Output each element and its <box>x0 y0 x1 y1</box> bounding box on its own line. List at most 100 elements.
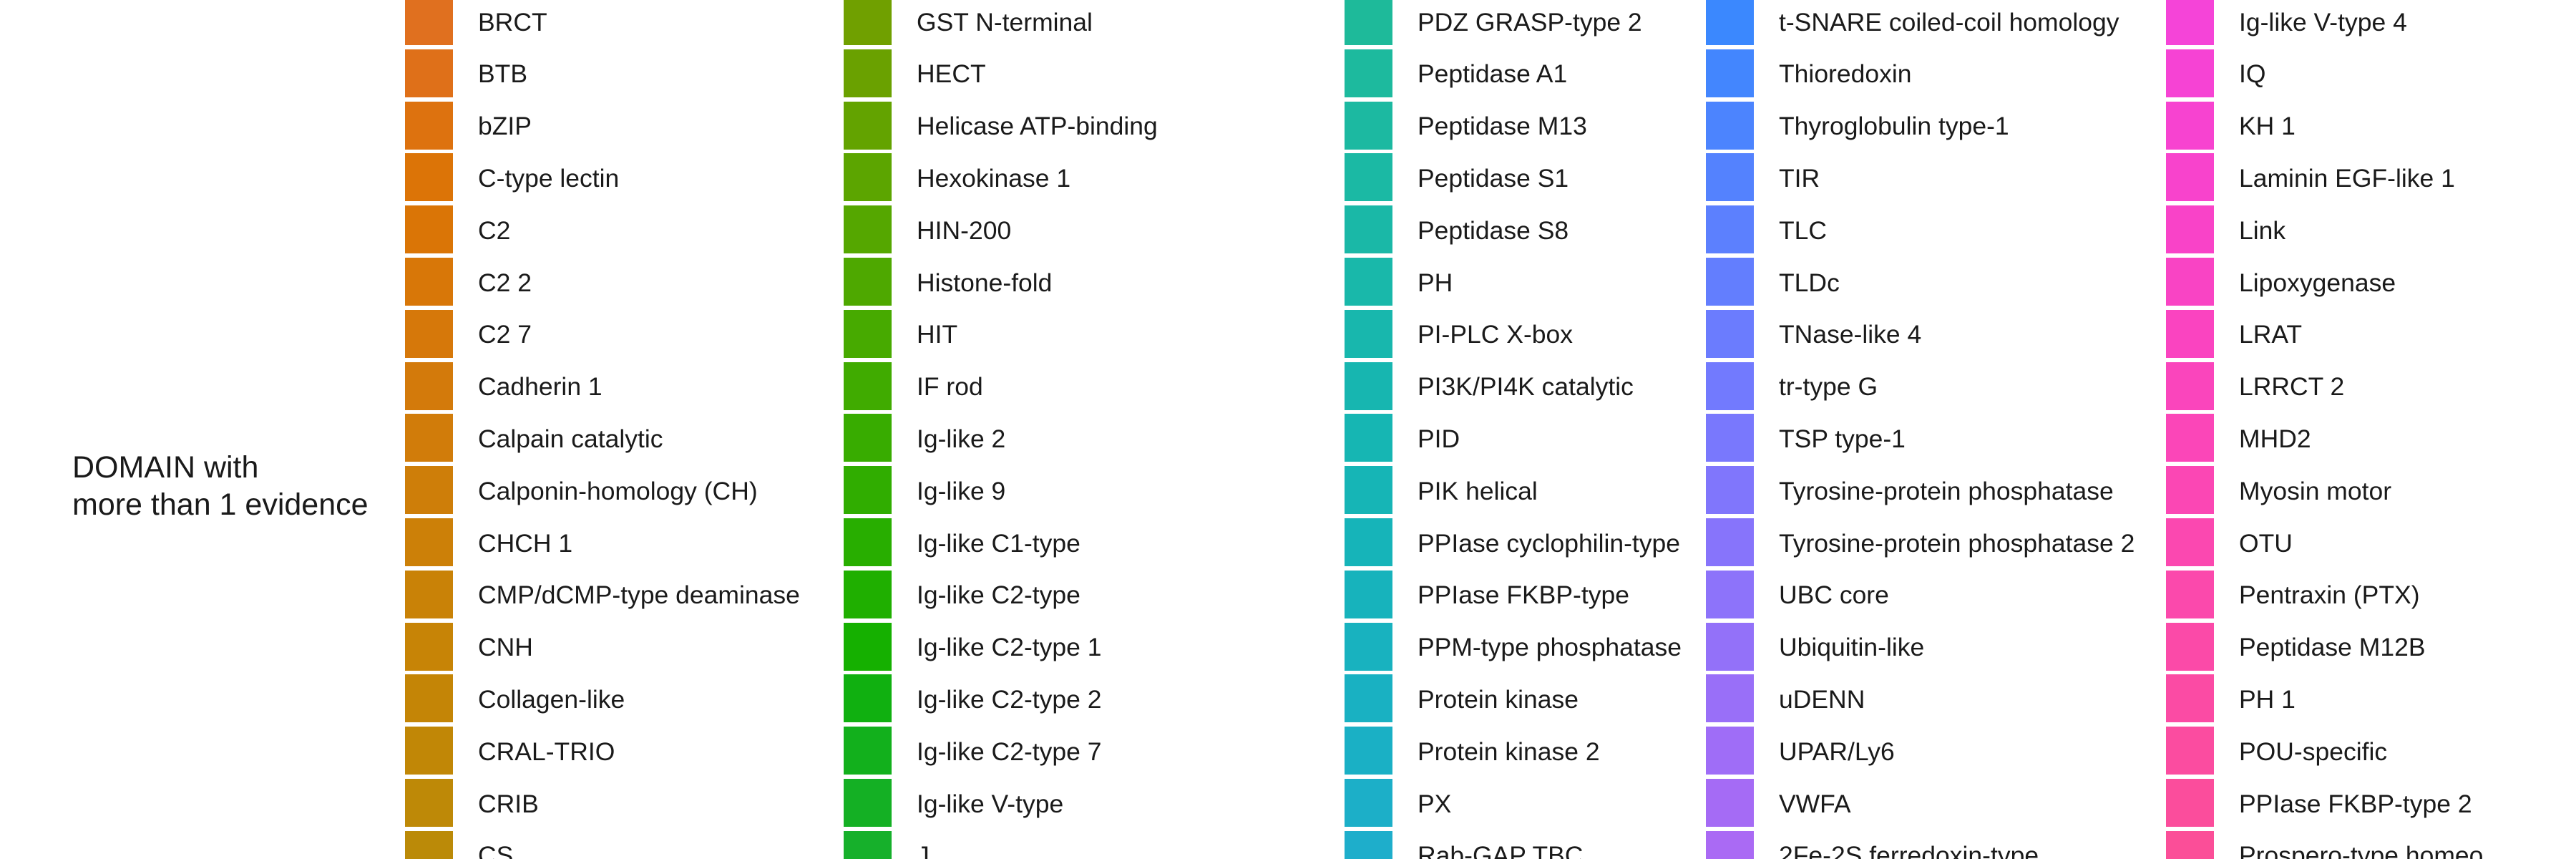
legend-label: Calponin-homology (CH) <box>478 476 758 505</box>
legend-key <box>405 205 453 254</box>
legend-label: tr-type G <box>1779 372 1878 402</box>
legend-label: Ig-like 2 <box>917 424 1006 453</box>
legend-key <box>844 570 892 618</box>
legend-label: IQ <box>2239 59 2266 89</box>
legend-label: KH 1 <box>2239 112 2296 141</box>
legend-label: Ubiquitin-like <box>1779 633 1925 662</box>
legend-label: C2 2 <box>478 268 532 297</box>
legend-label: TLDc <box>1779 268 1840 297</box>
legend-label: MHD2 <box>2239 424 2311 453</box>
legend-key <box>844 309 892 358</box>
legend-key <box>1345 205 1392 254</box>
legend-label: CNH <box>478 633 533 662</box>
legend-label: Tyrosine-protein phosphatase <box>1779 476 2114 505</box>
legend-label: Collagen-like <box>478 684 625 714</box>
legend-key <box>2166 205 2214 254</box>
legend-key <box>1345 779 1392 827</box>
legend-label: TIR <box>1779 163 1820 193</box>
legend-label: CS <box>478 841 514 859</box>
legend-key <box>1345 674 1392 723</box>
legend-label: CHCH 1 <box>478 528 573 558</box>
legend-label: Peptidase M12B <box>2239 633 2426 662</box>
legend-key <box>2166 101 2214 150</box>
legend-label: BTB <box>478 59 528 89</box>
legend-key <box>844 674 892 723</box>
legend-key <box>405 361 453 410</box>
legend-key <box>844 727 892 775</box>
legend-key <box>2166 0 2214 45</box>
legend-label: Ig-like C2-type 1 <box>917 633 1102 662</box>
legend-key <box>844 414 892 462</box>
legend-label: PDZ GRASP-type 2 <box>1418 7 1642 37</box>
legend-key <box>1706 674 1754 723</box>
legend-label: Pentraxin (PTX) <box>2239 581 2420 610</box>
legend-label: Protein kinase <box>1418 684 1579 714</box>
legend-key <box>1706 101 1754 150</box>
legend-label: CMP/dCMP-type deaminase <box>478 581 800 610</box>
legend-key <box>1706 309 1754 358</box>
legend-key <box>405 779 453 827</box>
legend-key <box>844 779 892 827</box>
legend-label: TLC <box>1779 215 1828 245</box>
legend-label: Peptidase S1 <box>1418 163 1569 193</box>
legend-key <box>2166 727 2214 775</box>
legend-label: Histone-fold <box>917 268 1053 297</box>
legend-label: Peptidase S8 <box>1418 215 1569 245</box>
legend-key <box>1345 153 1392 202</box>
legend-label: Ig-like 9 <box>917 476 1006 505</box>
legend-key <box>2166 830 2214 859</box>
legend-title: DOMAIN with more than 1 evidence <box>72 450 369 522</box>
legend-key <box>1345 309 1392 358</box>
legend-label: LRRCT 2 <box>2239 372 2345 402</box>
legend-label: Protein kinase 2 <box>1418 737 1600 766</box>
legend-label: Ig-like C2-type 2 <box>917 684 1102 714</box>
legend-key <box>1706 205 1754 254</box>
legend-label: Link <box>2239 215 2286 245</box>
legend-label: PIK helical <box>1418 476 1538 505</box>
legend-label: Ig-like C2-type <box>917 581 1080 610</box>
legend-label: PID <box>1418 424 1460 453</box>
legend-label: IF rod <box>917 372 983 402</box>
legend-key <box>405 0 453 45</box>
legend-label: Laminin EGF-like 1 <box>2239 163 2455 193</box>
legend-label: Ig-like V-type <box>917 789 1064 818</box>
legend-key <box>405 101 453 150</box>
legend-label: HIT <box>917 320 958 349</box>
legend-key <box>2166 622 2214 671</box>
legend-key <box>844 153 892 202</box>
legend-key <box>405 674 453 723</box>
legend-key <box>405 570 453 618</box>
legend-label: Lipoxygenase <box>2239 268 2396 297</box>
legend-label: PH 1 <box>2239 684 2296 714</box>
legend-key <box>1706 518 1754 566</box>
legend-key <box>1706 622 1754 671</box>
legend-label: Myosin motor <box>2239 476 2392 505</box>
legend-label: HIN-200 <box>917 215 1012 245</box>
legend-key <box>405 258 453 306</box>
legend-key <box>1345 361 1392 410</box>
legend-label: Peptidase A1 <box>1418 59 1568 89</box>
legend-key <box>2166 309 2214 358</box>
legend-label: Helicase ATP-binding <box>917 112 1158 141</box>
legend-key <box>1345 570 1392 618</box>
legend-label: UBC core <box>1779 581 1889 610</box>
legend-label: uDENN <box>1779 684 1865 714</box>
legend-key <box>2166 518 2214 566</box>
legend-key <box>1345 830 1392 859</box>
legend-key <box>1706 414 1754 462</box>
legend-key <box>1345 466 1392 515</box>
legend-label: TSP type-1 <box>1779 424 1906 453</box>
legend-label: Ig-like V-type 4 <box>2239 7 2407 37</box>
legend-key <box>405 49 453 97</box>
legend-label: Prospero-type homeo <box>2239 841 2484 859</box>
legend-key <box>2166 466 2214 515</box>
legend-label: Thyroglobulin type-1 <box>1779 112 2009 141</box>
legend-label: bZIP <box>478 112 532 141</box>
legend-label: POU-specific <box>2239 737 2388 766</box>
legend-key <box>1706 361 1754 410</box>
legend-key <box>405 309 453 358</box>
legend-label: Rab-GAP TBC <box>1418 841 1584 859</box>
legend-label: PH <box>1418 268 1453 297</box>
legend-label: t-SNARE coiled-coil homology <box>1779 7 2119 37</box>
